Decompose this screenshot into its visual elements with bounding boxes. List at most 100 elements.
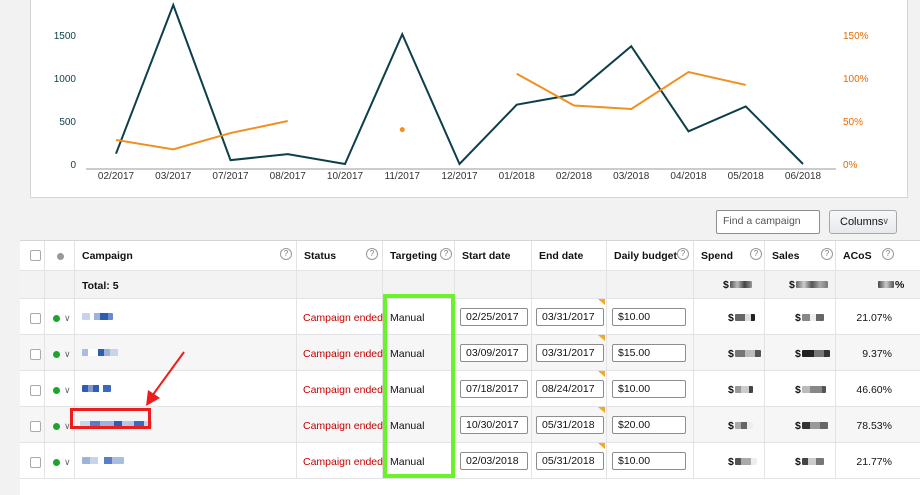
chevron-down-icon[interactable]: ∨ — [64, 421, 71, 431]
flag-icon — [598, 299, 605, 305]
header-sales-label: Sales — [772, 250, 800, 262]
header-acos[interactable]: ACoS ? — [836, 241, 920, 270]
budget-input[interactable]: $10.00 — [612, 380, 686, 398]
start-date-input[interactable]: 02/25/2017 — [460, 308, 528, 326]
spend-sign: $ — [728, 420, 734, 432]
help-icon[interactable]: ? — [366, 248, 378, 260]
row-checkbox[interactable] — [30, 457, 41, 468]
redacted-value — [796, 281, 828, 288]
total-acos-suffix: % — [895, 279, 905, 291]
table-cell — [765, 371, 836, 406]
acos-value: 78.53% — [856, 420, 892, 432]
chevron-down-icon[interactable]: ∨ — [64, 313, 71, 323]
header-sales[interactable]: Sales ? — [765, 241, 836, 270]
redacted-campaign-name[interactable] — [82, 457, 124, 464]
acos-value: 9.37% — [862, 348, 892, 360]
header-targeting[interactable]: Targeting ? — [383, 241, 455, 270]
y-left-tick-label: 0 — [70, 160, 76, 171]
table-cell — [20, 299, 45, 334]
table-row[interactable]: ∨ Campaign ended Manual 02/03/2018 05/31… — [20, 443, 920, 479]
row-checkbox[interactable] — [30, 349, 41, 360]
redacted-campaign-name[interactable] — [82, 385, 111, 392]
budget-input[interactable]: $20.00 — [612, 416, 686, 434]
redacted-value — [878, 281, 894, 288]
performance-chart: 0 500 1000 1500 0% 50% 100% 150% 02/2017 03/2017 0… — [30, 0, 908, 198]
chevron-down-icon[interactable]: ∨ — [64, 385, 71, 395]
redacted-spend — [735, 350, 761, 357]
budget-input[interactable]: $15.00 — [612, 344, 686, 362]
table-row[interactable]: ∨ Campaign ended Manual 07/18/2017 08/24… — [20, 371, 920, 407]
help-icon[interactable]: ? — [280, 248, 292, 260]
y-right-tick-label: 150% — [843, 31, 869, 42]
spend-sign: $ — [728, 456, 734, 468]
find-campaign-input[interactable]: Find a campaign — [716, 210, 820, 234]
redacted-spend — [735, 386, 753, 393]
header-end-date[interactable]: End date — [532, 241, 607, 270]
start-date-input[interactable]: 02/03/2018 — [460, 452, 528, 470]
red-arrow-icon — [146, 351, 185, 406]
header-spend[interactable]: Spend ? — [694, 241, 765, 270]
redacted-campaign-name[interactable] — [82, 313, 113, 320]
table-row[interactable]: ∨ Campaign ended Manual 10/30/2017 05/31… — [20, 407, 920, 443]
y-left-tick-label: 500 — [59, 117, 76, 128]
total-spend-sign: $ — [723, 279, 729, 291]
row-checkbox[interactable] — [30, 313, 41, 324]
table-cell — [297, 335, 383, 370]
header-state-cell — [45, 241, 75, 270]
targeting-text: Manual — [390, 384, 425, 396]
state-dot-icon — [57, 253, 64, 260]
help-icon[interactable]: ? — [750, 248, 762, 260]
redacted-campaign-name[interactable] — [82, 349, 118, 356]
table-row[interactable]: ∨ Campaign ended Manual 03/09/2017 03/31… — [20, 335, 920, 371]
table-cell — [20, 335, 45, 370]
header-end-date-label: End date — [539, 250, 584, 262]
end-date-input[interactable]: 03/31/2017 — [536, 344, 604, 362]
budget-input[interactable]: $10.00 — [612, 452, 686, 470]
end-date-input[interactable]: 05/31/2018 — [536, 452, 604, 470]
x-tick-label: 02/2017 — [98, 171, 135, 182]
redacted-spend — [735, 458, 757, 465]
total-start-cell — [455, 271, 532, 298]
help-icon[interactable]: ? — [821, 248, 833, 260]
header-start-date[interactable]: Start date — [455, 241, 532, 270]
columns-button[interactable]: Columns ∨ — [829, 210, 897, 234]
redacted-sales — [802, 422, 828, 429]
select-all-checkbox[interactable] — [30, 250, 41, 261]
y-right-tick-label: 0% — [843, 160, 858, 171]
table-cell — [75, 443, 297, 478]
table-cell — [607, 299, 694, 334]
start-date-input[interactable]: 10/30/2017 — [460, 416, 528, 434]
end-date-input[interactable]: 05/31/2018 — [536, 416, 604, 434]
row-checkbox[interactable] — [30, 421, 41, 432]
chevron-down-icon: ∨ — [882, 216, 889, 226]
chart-canvas: 0 500 1000 1500 0% 50% 100% 150% 02/2017 03/2017 0… — [54, 2, 869, 182]
start-date-input[interactable]: 03/09/2017 — [460, 344, 528, 362]
redacted-campaign-name[interactable] — [80, 421, 152, 428]
table-cell — [45, 371, 75, 406]
table-cell — [694, 335, 765, 370]
help-icon[interactable]: ? — [882, 248, 894, 260]
header-status[interactable]: Status ? — [297, 241, 383, 270]
table-row[interactable]: ∨ Campaign ended Manual 02/25/2017 03/31… — [20, 299, 920, 335]
header-campaign[interactable]: Campaign ? — [75, 241, 297, 270]
budget-input[interactable]: $10.00 — [612, 308, 686, 326]
table-cell — [694, 443, 765, 478]
help-icon[interactable]: ? — [677, 248, 689, 260]
chevron-down-icon[interactable]: ∨ — [64, 349, 71, 359]
table-cell — [532, 371, 607, 406]
table-header-row: Campaign ? Status ? Targeting ? Start da… — [20, 241, 920, 271]
flag-icon — [598, 407, 605, 413]
header-select-cell — [20, 241, 45, 270]
row-checkbox[interactable] — [30, 385, 41, 396]
table-cell — [75, 335, 297, 370]
y-left-tick-label: 1000 — [54, 74, 77, 85]
start-date-input[interactable]: 07/18/2017 — [460, 380, 528, 398]
end-date-input[interactable]: 03/31/2017 — [536, 308, 604, 326]
acos-value: 21.77% — [856, 456, 892, 468]
help-icon[interactable]: ? — [440, 248, 452, 260]
end-date-input[interactable]: 08/24/2017 — [536, 380, 604, 398]
header-daily-budget[interactable]: Daily budget ? — [607, 241, 694, 270]
total-acos-cell: % — [836, 271, 920, 298]
chevron-down-icon[interactable]: ∨ — [64, 457, 71, 467]
table-cell — [765, 335, 836, 370]
